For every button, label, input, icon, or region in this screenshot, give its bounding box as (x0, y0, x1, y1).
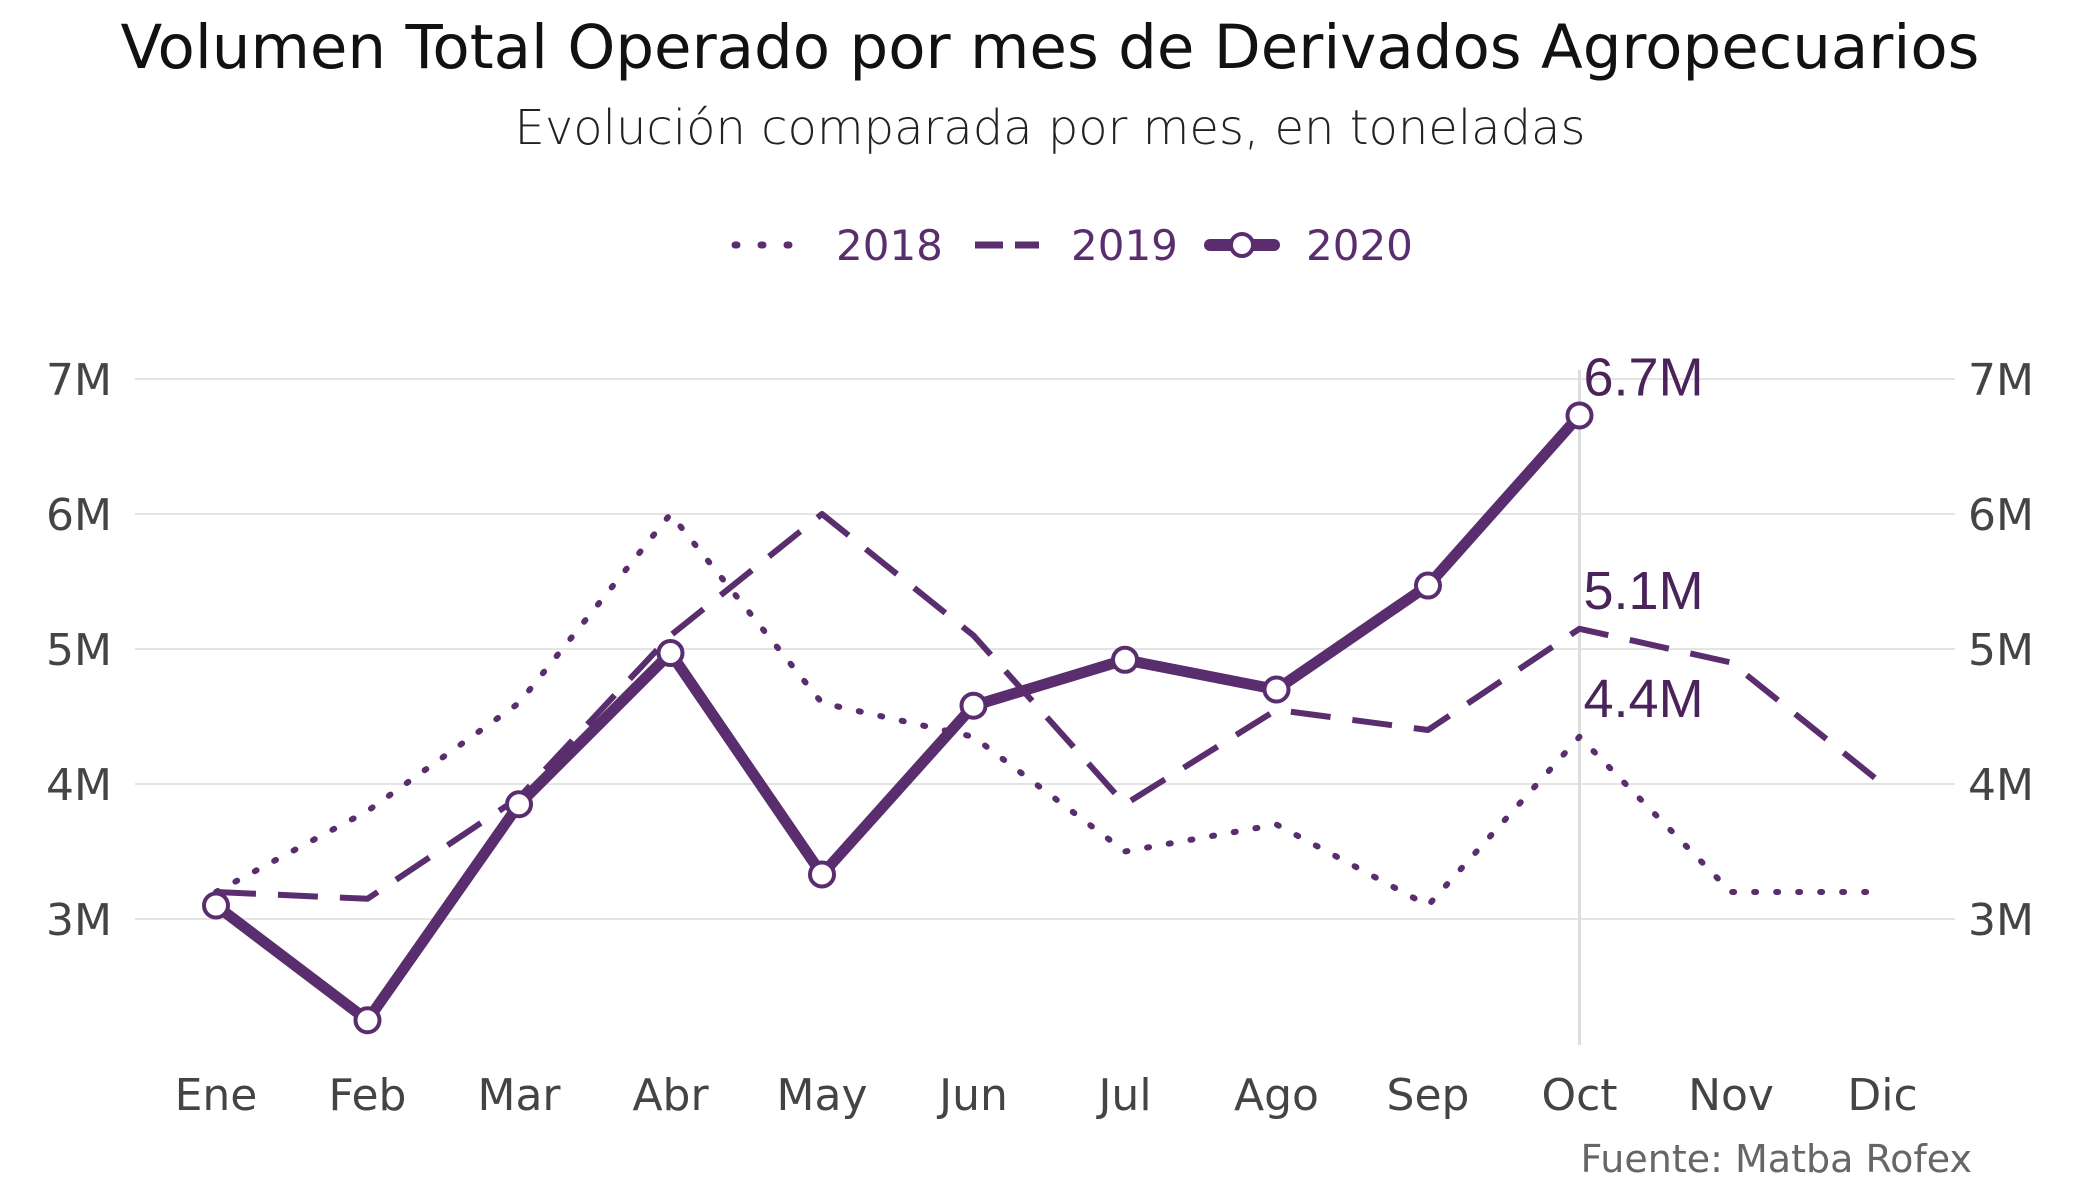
data-point-2020 (1111, 645, 1139, 674)
data-point-2020 (1414, 571, 1442, 600)
data-point-2020 (808, 860, 836, 889)
legend-label-2020: 2020 (1306, 221, 1413, 270)
legend-label-2018: 2018 (836, 221, 943, 270)
x-tick-label: Sep (1387, 1070, 1470, 1121)
x-tick-label: Jul (1095, 1070, 1151, 1121)
annotation-label-2019: 5.1M (1584, 561, 1704, 621)
y-tick-label-left: 7M (46, 355, 112, 406)
data-point-2020 (959, 691, 988, 720)
chart-title: Volumen Total Operado por mes de Derivad… (120, 12, 1980, 83)
x-tick-label: Feb (329, 1070, 407, 1121)
x-axis: Ene Feb Mar Abr May Jun Jul Ago Sep Oct Nov Dic (175, 1070, 1918, 1121)
data-point-2020 (656, 639, 685, 668)
x-tick-label: Mar (477, 1070, 561, 1121)
data-point-2020 (1262, 675, 1291, 704)
x-tick-label: Ago (1234, 1070, 1319, 1121)
annotations: 6.7M 5.1M 4.4M (1584, 347, 1704, 728)
y-axis-right: 3M 4M 5M 6M 7M (1968, 355, 2034, 946)
x-tick-label: Nov (1688, 1070, 1774, 1121)
series-line-2020 (210, 409, 1585, 1026)
data-point-2020 (1565, 401, 1594, 430)
data-point-2020 (202, 891, 230, 920)
x-tick-label: Abr (632, 1070, 709, 1121)
y-tick-label-right: 5M (1968, 625, 2034, 676)
y-tick-label-right: 3M (1968, 895, 2034, 946)
x-tick-label: Oct (1541, 1070, 1617, 1121)
legend-item-2020: 2020 (1204, 221, 1413, 270)
source-note: Fuente: Matba Rofex (1581, 1137, 1972, 1181)
data-point-2020 (353, 1006, 382, 1035)
x-tick-label: Dic (1847, 1070, 1917, 1121)
x-tick-label: May (777, 1070, 868, 1121)
series-layer (202, 401, 1886, 1035)
data-point-2020 (505, 790, 533, 819)
annotation-label-2018: 4.4M (1584, 669, 1704, 729)
y-tick-label-right: 6M (1968, 490, 2034, 541)
y-axis-left: 3M 4M 5M 6M 7M (46, 355, 112, 946)
annotation-label-2020: 6.7M (1584, 347, 1704, 407)
y-tick-label-left: 3M (46, 895, 112, 946)
y-tick-label-left: 6M (46, 490, 112, 541)
x-tick-label: Ene (175, 1070, 258, 1121)
chart-subtitle: Evolución comparada por mes, en tonelada… (514, 100, 1586, 156)
y-tick-label-right: 4M (1968, 760, 2034, 811)
x-tick-label: Jun (936, 1070, 1008, 1121)
legend-label-2019: 2019 (1071, 221, 1178, 270)
legend-marker-2020 (1229, 232, 1255, 258)
legend-item-2019: 2019 (975, 221, 1178, 270)
y-tick-label-left: 4M (46, 760, 112, 811)
legend: 2018 2019 2020 (731, 221, 1413, 270)
legend-item-2018: 2018 (731, 221, 943, 270)
series-line-2019 (215, 511, 1885, 902)
y-tick-label-left: 5M (46, 625, 112, 676)
y-tick-label-right: 7M (1968, 355, 2034, 406)
